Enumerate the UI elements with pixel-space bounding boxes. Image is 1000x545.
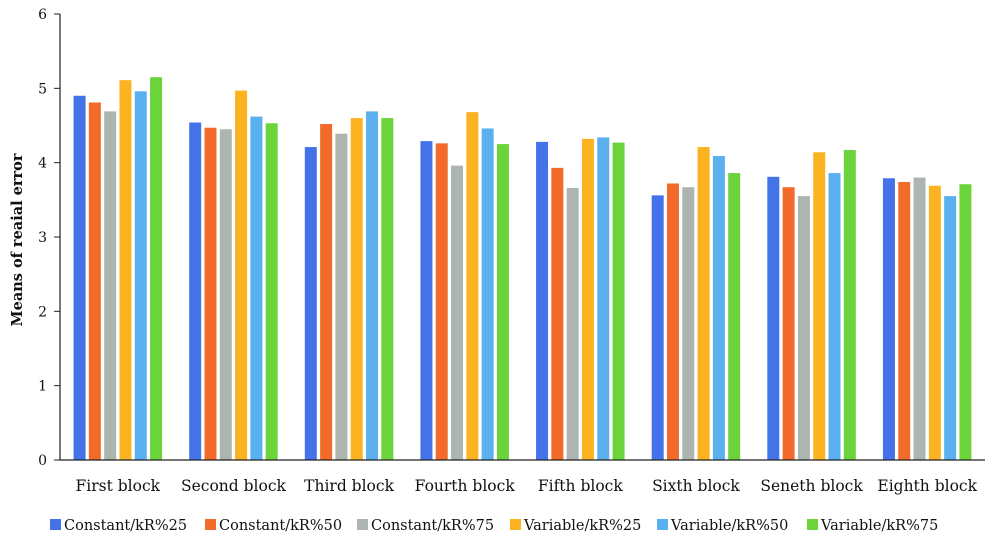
- legend-item: Variable/kR%50: [657, 518, 788, 534]
- bar: [581, 138, 594, 460]
- y-axis-ticks: 0 1 2 3 4 5 6: [38, 7, 60, 469]
- bar: [320, 124, 333, 460]
- y-axis-title-group: Means of reaial error: [9, 153, 26, 326]
- bar: [712, 155, 725, 461]
- bar: [551, 167, 564, 460]
- bar: [481, 128, 494, 460]
- bar: [366, 111, 379, 460]
- x-category-label: Third block: [304, 477, 394, 495]
- bar: [728, 173, 741, 460]
- bar: [828, 173, 841, 460]
- category-labels: First block Second block Third block Fourth…: [76, 477, 978, 495]
- bar: [435, 143, 448, 460]
- x-category-label: Fourth block: [415, 477, 516, 495]
- y-tick-label: 4: [38, 156, 47, 172]
- bar: [304, 147, 317, 460]
- y-axis-title: Means of reaial error: [9, 153, 26, 326]
- bar: [612, 142, 625, 460]
- bar: [235, 90, 248, 460]
- legend-swatch: [205, 519, 216, 530]
- bar: [73, 95, 86, 461]
- bar: [204, 127, 217, 460]
- legend-swatch: [357, 519, 368, 530]
- y-tick-label: 1: [38, 379, 47, 395]
- legend-swatch: [510, 519, 521, 530]
- bar: [597, 137, 610, 460]
- bar: [767, 176, 780, 461]
- bar: [335, 133, 348, 460]
- bar: [134, 91, 147, 460]
- x-category-label: Seneth block: [760, 477, 863, 495]
- bar: [496, 144, 509, 460]
- bar: [843, 150, 856, 460]
- bar: [420, 141, 433, 461]
- bar: [265, 123, 278, 461]
- bar: [913, 177, 926, 460]
- legend-swatch: [50, 519, 61, 530]
- legend-label: Constant/kR%50: [219, 518, 342, 534]
- legend-label: Variable/kR%50: [670, 518, 788, 534]
- bar: [350, 118, 363, 460]
- x-category-label: Second block: [181, 477, 287, 495]
- bar: [882, 178, 895, 460]
- bar: [119, 80, 132, 460]
- legend-label: Constant/kR%25: [64, 518, 187, 534]
- legend: Constant/kR%25 Constant/kR%50 Constant/kR%…: [50, 518, 938, 534]
- x-category-label: Fifth block: [538, 477, 623, 495]
- legend-item: Variable/kR%25: [510, 518, 641, 534]
- y-tick-label: 6: [38, 7, 47, 23]
- axes: [59, 14, 985, 461]
- y-tick-label: 0: [38, 453, 47, 469]
- legend-item: Constant/kR%75: [357, 518, 494, 534]
- bar: [451, 165, 464, 460]
- bar: [682, 187, 695, 460]
- bar: [666, 183, 679, 461]
- bar: [651, 195, 664, 460]
- bar: [250, 116, 263, 460]
- legend-item: Constant/kR%25: [50, 518, 187, 534]
- bar: [928, 185, 941, 460]
- bar: [697, 147, 710, 460]
- y-tick-label: 5: [38, 81, 47, 97]
- legend-item: Constant/kR%50: [205, 518, 342, 534]
- bar: [813, 152, 826, 460]
- x-category-label: Eighth block: [877, 477, 977, 495]
- bar: [782, 187, 795, 460]
- bar: [536, 141, 549, 460]
- bar: [944, 196, 957, 460]
- bar: [104, 111, 117, 460]
- bar: [88, 102, 101, 461]
- legend-label: Constant/kR%75: [371, 518, 494, 534]
- bar: [466, 112, 479, 461]
- bar-marks: [73, 77, 972, 461]
- bar: [189, 122, 202, 460]
- legend-label: Variable/kR%75: [820, 518, 938, 534]
- y-tick-label: 2: [38, 304, 47, 320]
- x-category-label: First block: [76, 477, 161, 495]
- bar: [959, 184, 972, 460]
- bar: [219, 129, 232, 460]
- legend-swatch: [657, 519, 668, 530]
- bar: [898, 181, 911, 461]
- y-tick-label: 3: [38, 230, 47, 246]
- legend-label: Variable/kR%25: [523, 518, 641, 534]
- bar: [566, 187, 579, 460]
- x-category-label: Sixth block: [652, 477, 740, 495]
- bar: [381, 118, 394, 460]
- bar: [797, 196, 810, 460]
- legend-swatch: [807, 519, 818, 530]
- bar: [150, 77, 163, 461]
- legend-item: Variable/kR%75: [807, 518, 938, 534]
